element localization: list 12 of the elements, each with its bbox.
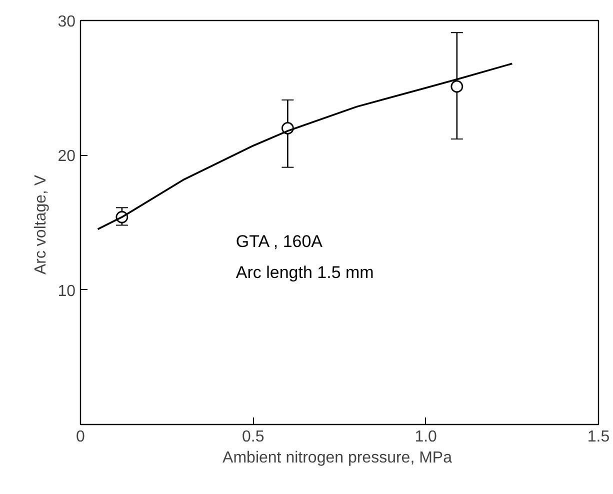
annotation: GTA , 160A (236, 232, 324, 251)
y-axis-title: Arc voltage, V (32, 174, 50, 275)
x-tick-label: 0.5 (242, 428, 264, 446)
point (450, 80, 464, 93)
x-tick-label: 1.5 (587, 428, 610, 446)
x-axis-title: Ambient nitrogen pressure, MPa (222, 450, 452, 466)
y-tick-label: 10 (58, 282, 76, 300)
y-tick-label: 20 (58, 148, 76, 166)
annotation: Arc length 1.5 mm (236, 262, 374, 282)
y-tick-label: 30 (58, 14, 76, 30)
x-tick-label: 0 (76, 428, 86, 446)
x-tick-label: 1.0 (414, 428, 438, 446)
